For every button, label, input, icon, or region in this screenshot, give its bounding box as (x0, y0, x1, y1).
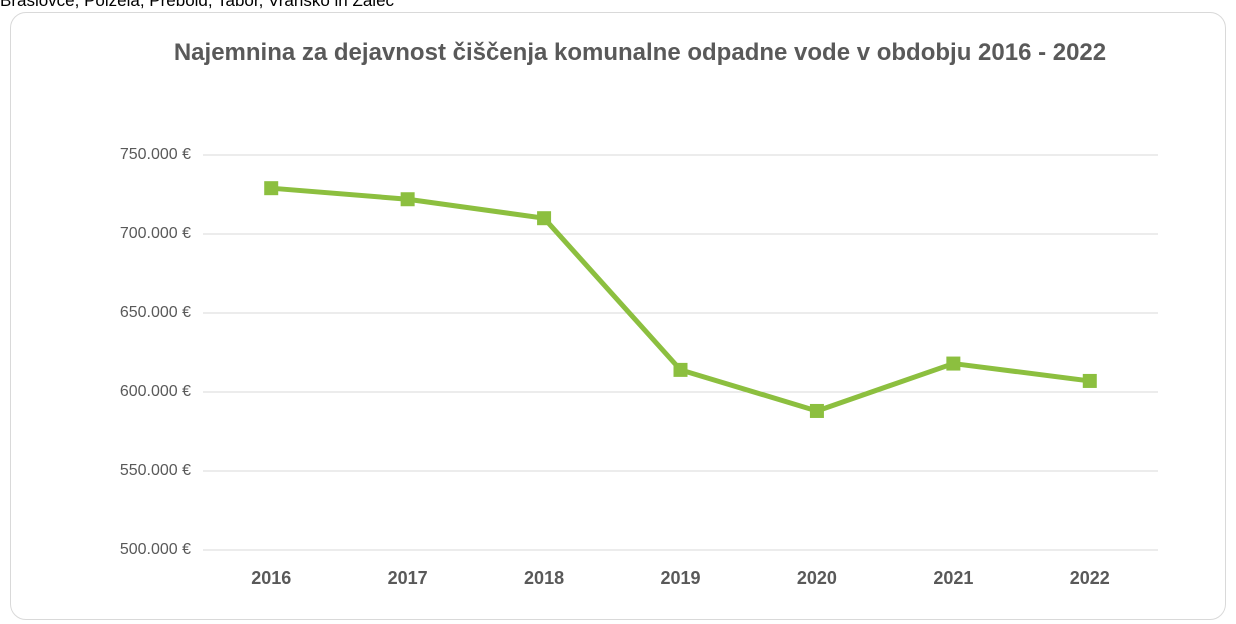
chart-title: Najemnina za dejavnost čiščenja komunaln… (173, 39, 1107, 66)
x-tick-label: 2016 (251, 568, 291, 588)
x-tick-label: 2022 (1070, 568, 1110, 588)
data-point (264, 181, 279, 196)
data-point (537, 211, 552, 226)
data-point (1082, 373, 1097, 388)
data-point (400, 192, 415, 207)
data-point (673, 362, 688, 377)
y-tick-label: 750.000 € (120, 146, 191, 163)
y-tick-label: 600.000 € (120, 383, 191, 400)
chart-card (10, 12, 1226, 620)
x-tick-label: 2021 (933, 568, 973, 588)
y-tick-label: 550.000 € (120, 462, 191, 479)
data-point (809, 403, 824, 418)
series-line (271, 185, 1091, 414)
y-tick-label: 700.000 € (120, 225, 191, 242)
y-tick-label: 500.000 € (120, 541, 191, 558)
x-tick-label: 2018 (524, 568, 564, 588)
y-tick-label: 650.000 € (120, 304, 191, 321)
header-text: Braslovče, Polzela, Prebold, Tabor, Vran… (0, 0, 395, 10)
x-tick-label: 2017 (388, 568, 428, 588)
data-point (946, 356, 961, 371)
x-tick-label: 2019 (660, 568, 700, 588)
x-tick-label: 2020 (797, 568, 837, 588)
